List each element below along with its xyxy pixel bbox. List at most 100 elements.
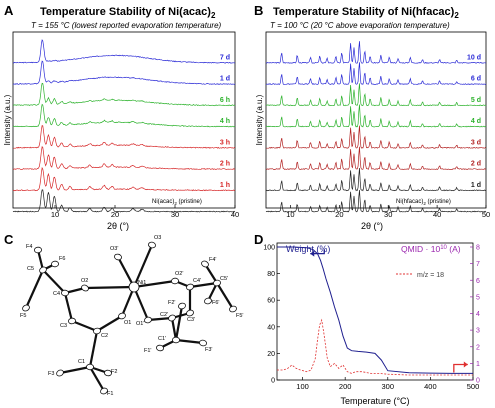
atom-ellipsoid: [100, 387, 108, 395]
x-tick-label: 200: [339, 382, 352, 391]
series-label: 2 h: [220, 161, 230, 168]
bond: [189, 281, 218, 289]
y-right-tick-label: 0: [476, 378, 480, 385]
series-2-d: [265, 146, 487, 170]
atom-ellipsoid: [199, 339, 207, 347]
panel-b-pristine-label: Ni(hfacac)2 (pristine): [396, 199, 451, 206]
atom-ellipsoid: [68, 317, 76, 325]
atom-ellipsoid: [168, 314, 176, 322]
atom-ellipsoid: [171, 277, 179, 285]
atom-ellipsoid: [93, 327, 101, 335]
panel-d-xlabel: Temperature (°C): [340, 396, 409, 406]
bond: [36, 249, 45, 271]
series-7-d: [12, 39, 236, 64]
atom-label: C4': [193, 278, 201, 284]
atom-label: F2: [111, 369, 117, 375]
y-left-tick-label: 60: [267, 298, 275, 305]
panel-a-pristine-label: Ni(acac)2 (pristine): [152, 199, 202, 206]
atom-label: O3: [154, 235, 161, 241]
atom-label: O2: [81, 278, 88, 284]
series-3-d: [266, 125, 487, 149]
atom-label: C3': [187, 317, 195, 323]
atom-ellipsoid: [128, 281, 140, 293]
atom-ellipsoid: [144, 316, 152, 324]
bond: [59, 365, 91, 375]
atom-ellipsoid: [118, 312, 126, 320]
y-left-tick-label: 100: [263, 245, 275, 252]
panel-b-xlabel: 2θ (°): [361, 221, 383, 231]
atom-label: F4: [26, 244, 32, 250]
bond: [132, 244, 154, 288]
atom-label: O2': [175, 271, 183, 277]
atom-label: F5': [236, 313, 243, 319]
bond: [63, 292, 74, 322]
atom-label: C4: [53, 291, 60, 297]
atom-label: F6': [212, 300, 219, 306]
x-tick-label: 20: [111, 210, 119, 219]
y-left-tick-label: 20: [267, 351, 275, 358]
bond: [132, 286, 150, 321]
atom-ellipsoid: [61, 289, 69, 297]
y-left-tick-label: 80: [267, 271, 275, 278]
panel-a: A Temperature Stability of Ni(acac)2 T =…: [3, 3, 239, 231]
panel-a-letter: A: [4, 3, 14, 18]
x-tick-label: 500: [467, 382, 480, 391]
weight-axis-arrowhead: [310, 250, 315, 257]
panel-d-legend: m/z = 18: [417, 272, 444, 279]
atom-ellipsoid: [114, 253, 122, 261]
bond: [147, 316, 173, 322]
atom-ellipsoid: [172, 336, 180, 344]
series-label: 3 h: [220, 139, 230, 146]
series-label: 10 d: [467, 54, 481, 61]
panel-b-plot: 10 20 30 40 50 10 d 6 d 5 d 4 d 3 d 2 d 1 d: [265, 41, 490, 219]
panel-b-frame: [265, 31, 487, 209]
panel-a-ylabel: Intensity (a.u.): [3, 94, 12, 145]
x-tick-label: 20: [335, 210, 343, 219]
y-right-tick-label: 5: [476, 294, 480, 301]
x-tick-label: 50: [482, 210, 490, 219]
bond: [117, 256, 135, 288]
series-4-h: [12, 103, 236, 128]
series-label: 4 d: [471, 118, 481, 125]
series-label: 1 d: [471, 182, 481, 189]
atom-ellipsoid: [204, 297, 212, 305]
series-label: 3 d: [471, 139, 481, 146]
atom-label: O1: [124, 320, 131, 326]
series-label: 1 h: [220, 182, 230, 189]
atom-ellipsoid: [186, 283, 194, 291]
bond: [96, 315, 123, 332]
atom-label: F6: [59, 256, 65, 262]
bond: [24, 269, 45, 309]
panel-d: D Weight (%) QMID · 1010 (A) Temperature…: [254, 232, 480, 406]
y-right-tick-label: 8: [476, 245, 480, 252]
atom-label: F1': [144, 348, 151, 354]
series-5-d: [265, 83, 487, 107]
panel-a-plot: 10 20 30 40 7 d 1 d 6 h 4 h 3 h 2 h 1 h: [12, 39, 239, 219]
atom-label: F1: [107, 391, 113, 397]
series-1-d: [265, 167, 487, 192]
atom-label: C2: [101, 333, 108, 339]
series-label: 5 d: [471, 97, 481, 104]
x-tick-label: 40: [433, 210, 441, 219]
atom-label: C2': [160, 312, 168, 318]
series-pristine: [265, 189, 487, 213]
x-tick-label: 300: [382, 382, 395, 391]
y-right-tick-label: 4: [476, 311, 480, 318]
atom-ellipsoid: [86, 363, 95, 371]
series-pristine: [12, 189, 236, 213]
bond: [175, 338, 204, 345]
panel-d-ylabel-left: Weight (%): [286, 244, 330, 254]
panel-d-ylabel-right: QMID · 1010 (A): [401, 244, 461, 254]
series-label: 2 d: [471, 161, 481, 168]
series-label: 1 d: [220, 76, 230, 83]
atom-ellipsoid: [51, 260, 59, 268]
panel-b-ylabel: Intensity (a.u.): [255, 94, 264, 145]
atom-ellipsoid: [229, 305, 237, 313]
atom-ellipsoid: [178, 302, 186, 310]
x-tick-label: 30: [171, 210, 179, 219]
panel-b-title: Temperature Stability of Ni(hfacac)2: [273, 6, 459, 20]
panel-a-xlabel: 2θ (°): [107, 221, 129, 231]
series-Weight: [277, 246, 473, 374]
